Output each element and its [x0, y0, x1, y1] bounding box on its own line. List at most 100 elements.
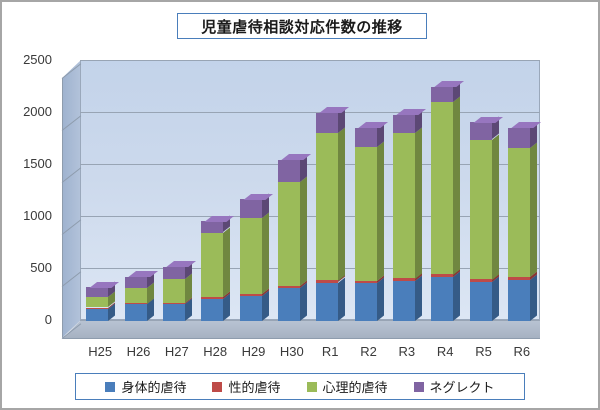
- y-axis-tick-label: 2500: [23, 52, 52, 67]
- bar-segment[interactable]: [507, 271, 537, 280]
- bar-segment[interactable]: [277, 280, 307, 288]
- bar-stack[interactable]: [507, 61, 542, 321]
- bar-segment-front: [316, 282, 339, 321]
- bar-segment[interactable]: [431, 96, 461, 275]
- bar-segment[interactable]: [469, 116, 503, 140]
- bar-stack[interactable]: [86, 61, 120, 321]
- bar-stack[interactable]: [124, 61, 158, 321]
- bar-segment[interactable]: [316, 274, 346, 283]
- bar-segment[interactable]: [201, 227, 231, 298]
- bar-stack[interactable]: [201, 61, 235, 321]
- bar-segment[interactable]: [162, 297, 192, 304]
- gridline: [80, 164, 540, 165]
- legend-item[interactable]: ネグレクト: [413, 377, 495, 396]
- y-axis-tick-label: 0: [44, 312, 52, 327]
- bar-segment[interactable]: [124, 297, 154, 305]
- bar-segment-front: [86, 308, 109, 321]
- bar-stack[interactable]: [239, 61, 273, 321]
- bar-stack[interactable]: [162, 61, 197, 321]
- x-axis-tick-label: R4: [436, 344, 454, 359]
- bar-segment[interactable]: [354, 277, 384, 321]
- bar-segment[interactable]: [162, 273, 192, 303]
- gridline: [80, 320, 540, 321]
- bar-stack[interactable]: [316, 61, 350, 321]
- bar-segment-front: [354, 283, 377, 321]
- legend-label: ネグレクト: [429, 380, 495, 395]
- x-axis-tick-label: R3: [398, 344, 416, 359]
- bar-segment[interactable]: [431, 271, 461, 321]
- bar-segment[interactable]: [431, 81, 465, 102]
- bar-segment-front: [277, 159, 300, 182]
- bar-segment[interactable]: [469, 134, 499, 280]
- legend-label: 身体的虐待: [121, 380, 187, 395]
- bar-segment[interactable]: [507, 122, 542, 148]
- axis-back-wall: [80, 60, 540, 320]
- bar-segment[interactable]: [277, 154, 312, 182]
- bar-segment-front: [469, 139, 492, 280]
- legend-item[interactable]: 心理的虐待: [306, 377, 388, 396]
- bar-stack[interactable]: [469, 61, 503, 321]
- bar-segment[interactable]: [431, 268, 461, 278]
- bar-segment[interactable]: [201, 293, 231, 321]
- bar-segment[interactable]: [162, 261, 197, 279]
- bar-segment[interactable]: [354, 275, 384, 284]
- bar-segment[interactable]: [469, 276, 499, 321]
- bar-segment[interactable]: [507, 274, 537, 321]
- bar-segment[interactable]: [354, 141, 384, 281]
- bar-segment[interactable]: [124, 282, 154, 304]
- bar-segment[interactable]: [201, 291, 231, 299]
- bar-segment-front: [354, 127, 377, 147]
- x-axis-tick-label: R1: [321, 344, 339, 359]
- bar-segment[interactable]: [316, 277, 346, 321]
- bar-segment[interactable]: [86, 303, 116, 321]
- x-axis-tick-label: H26: [126, 344, 151, 359]
- bar-segment-front: [239, 294, 262, 297]
- bar-segment-front: [201, 232, 224, 298]
- bar-segment[interactable]: [392, 275, 422, 321]
- bar-segment[interactable]: [239, 288, 269, 297]
- bar-stack[interactable]: [277, 61, 312, 321]
- x-axis-tick-label: R2: [360, 344, 377, 359]
- bar-segment[interactable]: [277, 282, 307, 321]
- bar-segment[interactable]: [162, 298, 192, 321]
- bar-stack[interactable]: [431, 61, 465, 321]
- bar-segment[interactable]: [507, 142, 537, 278]
- bar-segment-front: [354, 280, 377, 284]
- bar-stack[interactable]: [392, 61, 427, 321]
- bar-segment-front: [469, 279, 492, 282]
- legend-label: 性的虐待: [228, 380, 281, 395]
- bar-segment[interactable]: [86, 281, 120, 298]
- bar-segment-side: [491, 276, 499, 321]
- bar-segment-front: [507, 277, 530, 280]
- bar-segment[interactable]: [86, 291, 116, 308]
- legend-item[interactable]: 身体的虐待: [105, 377, 186, 396]
- bar-segment[interactable]: [469, 273, 499, 282]
- bar-segment-front: [124, 304, 147, 321]
- bar-segment-front: [507, 147, 530, 278]
- bar-segment[interactable]: [354, 122, 388, 147]
- bar-segment[interactable]: [239, 212, 269, 295]
- bar-segment-side: [299, 282, 307, 321]
- plot-area: [61, 60, 542, 340]
- bar-segment-front: [277, 285, 300, 288]
- legend-swatch-icon: [306, 381, 317, 392]
- bar-segment-side: [338, 277, 346, 321]
- bar-segment[interactable]: [124, 298, 154, 321]
- bar-segment[interactable]: [316, 127, 346, 281]
- bar-segment[interactable]: [316, 107, 350, 133]
- bar-segment[interactable]: [86, 302, 116, 309]
- legend-label: 心理的虐待: [322, 380, 388, 395]
- bar-segment[interactable]: [392, 127, 422, 279]
- bar-segment-front: [239, 199, 262, 219]
- legend-item[interactable]: 性的虐待: [212, 377, 281, 396]
- bar-stack[interactable]: [354, 61, 388, 321]
- bar-segment[interactable]: [239, 193, 273, 219]
- bar-segment[interactable]: [277, 176, 307, 286]
- bar-segment[interactable]: [124, 271, 158, 288]
- bar-segment-front: [124, 287, 147, 304]
- bar-segment[interactable]: [239, 290, 269, 321]
- bar-segment[interactable]: [201, 215, 235, 233]
- bar-segment[interactable]: [392, 109, 427, 133]
- bar-segment-front: [124, 303, 147, 305]
- bar-segment[interactable]: [392, 272, 422, 281]
